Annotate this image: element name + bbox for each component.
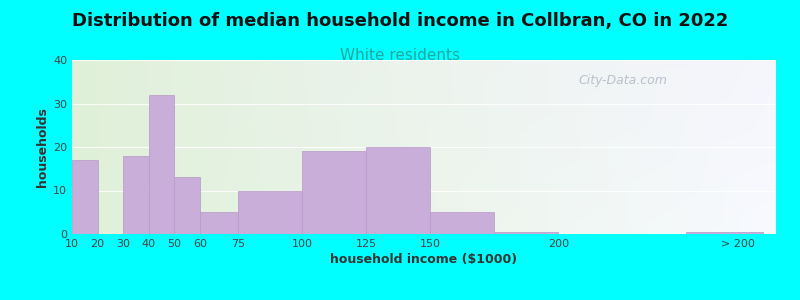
Bar	[430, 212, 494, 234]
Y-axis label: households: households	[36, 107, 49, 187]
Bar	[200, 212, 238, 234]
Bar	[123, 156, 149, 234]
Bar	[494, 232, 558, 234]
Text: White residents: White residents	[340, 48, 460, 63]
X-axis label: household income ($1000): household income ($1000)	[330, 253, 518, 266]
Bar	[302, 152, 366, 234]
Text: Distribution of median household income in Collbran, CO in 2022: Distribution of median household income …	[72, 12, 728, 30]
Bar	[72, 160, 98, 234]
Bar	[174, 177, 200, 234]
Bar	[149, 95, 174, 234]
Bar	[686, 232, 763, 234]
Text: City-Data.com: City-Data.com	[579, 74, 668, 87]
Bar	[238, 190, 302, 234]
Bar	[366, 147, 430, 234]
